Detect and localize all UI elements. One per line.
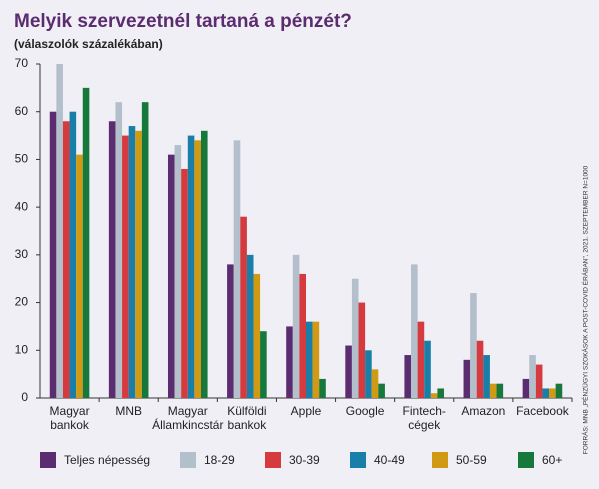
bar	[430, 393, 438, 398]
bar	[128, 126, 136, 399]
bar	[69, 111, 77, 398]
bar	[141, 102, 149, 399]
x-tick-label: Amazon	[461, 404, 505, 418]
bar	[358, 302, 366, 398]
legend-swatch	[180, 452, 196, 468]
bar	[463, 359, 471, 398]
x-tick-label: Google	[346, 404, 385, 418]
bar	[483, 355, 490, 398]
bar	[411, 264, 418, 398]
bar	[260, 331, 267, 398]
legend-swatch	[350, 452, 366, 468]
bar	[135, 130, 142, 399]
y-tick-label: 30	[15, 247, 29, 261]
legend-swatch	[432, 452, 448, 468]
x-tick-label: Apple	[291, 404, 322, 418]
x-tick-label: MNB	[115, 404, 142, 418]
bar	[227, 264, 234, 398]
y-tick-label: 10	[15, 342, 29, 356]
bar	[529, 355, 536, 398]
bar	[476, 340, 484, 398]
y-tick-label: 60	[15, 104, 29, 118]
x-tick-label: Facebook	[516, 404, 570, 418]
y-tick-label: 0	[21, 390, 28, 404]
bar	[286, 326, 293, 398]
bar	[496, 383, 504, 398]
bar	[187, 135, 195, 399]
bar	[240, 216, 247, 398]
legend-swatch	[518, 452, 534, 468]
x-tick-label: Külföldi bankok	[227, 404, 267, 432]
bar	[365, 350, 372, 398]
bar	[200, 130, 208, 399]
bar	[194, 140, 201, 399]
bar	[56, 64, 63, 398]
bar	[122, 135, 129, 399]
x-tick-label: Magyar Államkincstár	[152, 404, 223, 432]
source-note: FORRÁS: MNB „PÉNZÜGYI SZOKÁSOK A POST-CO…	[581, 165, 590, 454]
bar	[319, 378, 326, 398]
y-tick-label: 70	[15, 56, 29, 70]
y-tick-label: 20	[15, 295, 29, 309]
bar	[167, 154, 175, 398]
bar	[62, 121, 70, 398]
bar	[292, 254, 300, 398]
bar	[82, 87, 90, 398]
bar	[299, 273, 306, 398]
bar	[542, 388, 550, 398]
bar	[253, 273, 261, 398]
bar	[174, 145, 182, 398]
chart-title: Melyik szervezetnél tartaná a pénzét?	[14, 11, 352, 32]
bar	[470, 293, 477, 398]
bar	[181, 168, 188, 398]
bar	[522, 378, 530, 398]
bar	[371, 369, 379, 398]
bar	[535, 364, 543, 398]
legend-swatch	[265, 452, 281, 468]
bar	[404, 355, 412, 398]
bar	[351, 278, 359, 398]
bar	[437, 388, 445, 398]
legend-label: 18-29	[204, 453, 235, 467]
legend-label: 60+	[542, 453, 562, 467]
legend-label: 40-49	[374, 453, 405, 467]
x-tick-label: Fintech-cégek	[403, 404, 446, 432]
x-tick-label: Magyar bankok	[50, 404, 90, 432]
legend-label: 50-59	[456, 453, 487, 467]
legend-label: 30-39	[289, 453, 320, 467]
bar	[345, 345, 352, 398]
bar	[555, 383, 563, 398]
bar	[378, 383, 385, 398]
bar	[233, 140, 241, 399]
legend-label: Teljes népesség	[64, 453, 150, 467]
bar	[549, 388, 556, 398]
bar	[115, 102, 123, 399]
bar	[312, 321, 320, 398]
bar	[489, 383, 497, 398]
bar	[108, 121, 116, 398]
bar	[306, 321, 313, 398]
bar	[76, 154, 83, 398]
chart-subtitle: (válaszolók százalékában)	[14, 37, 163, 51]
y-tick-label: 50	[15, 152, 29, 166]
y-tick-label: 40	[15, 199, 29, 213]
bar	[424, 340, 431, 398]
legend-swatch	[40, 452, 56, 468]
bar	[246, 254, 254, 398]
bar	[417, 321, 425, 398]
bar	[49, 111, 57, 398]
